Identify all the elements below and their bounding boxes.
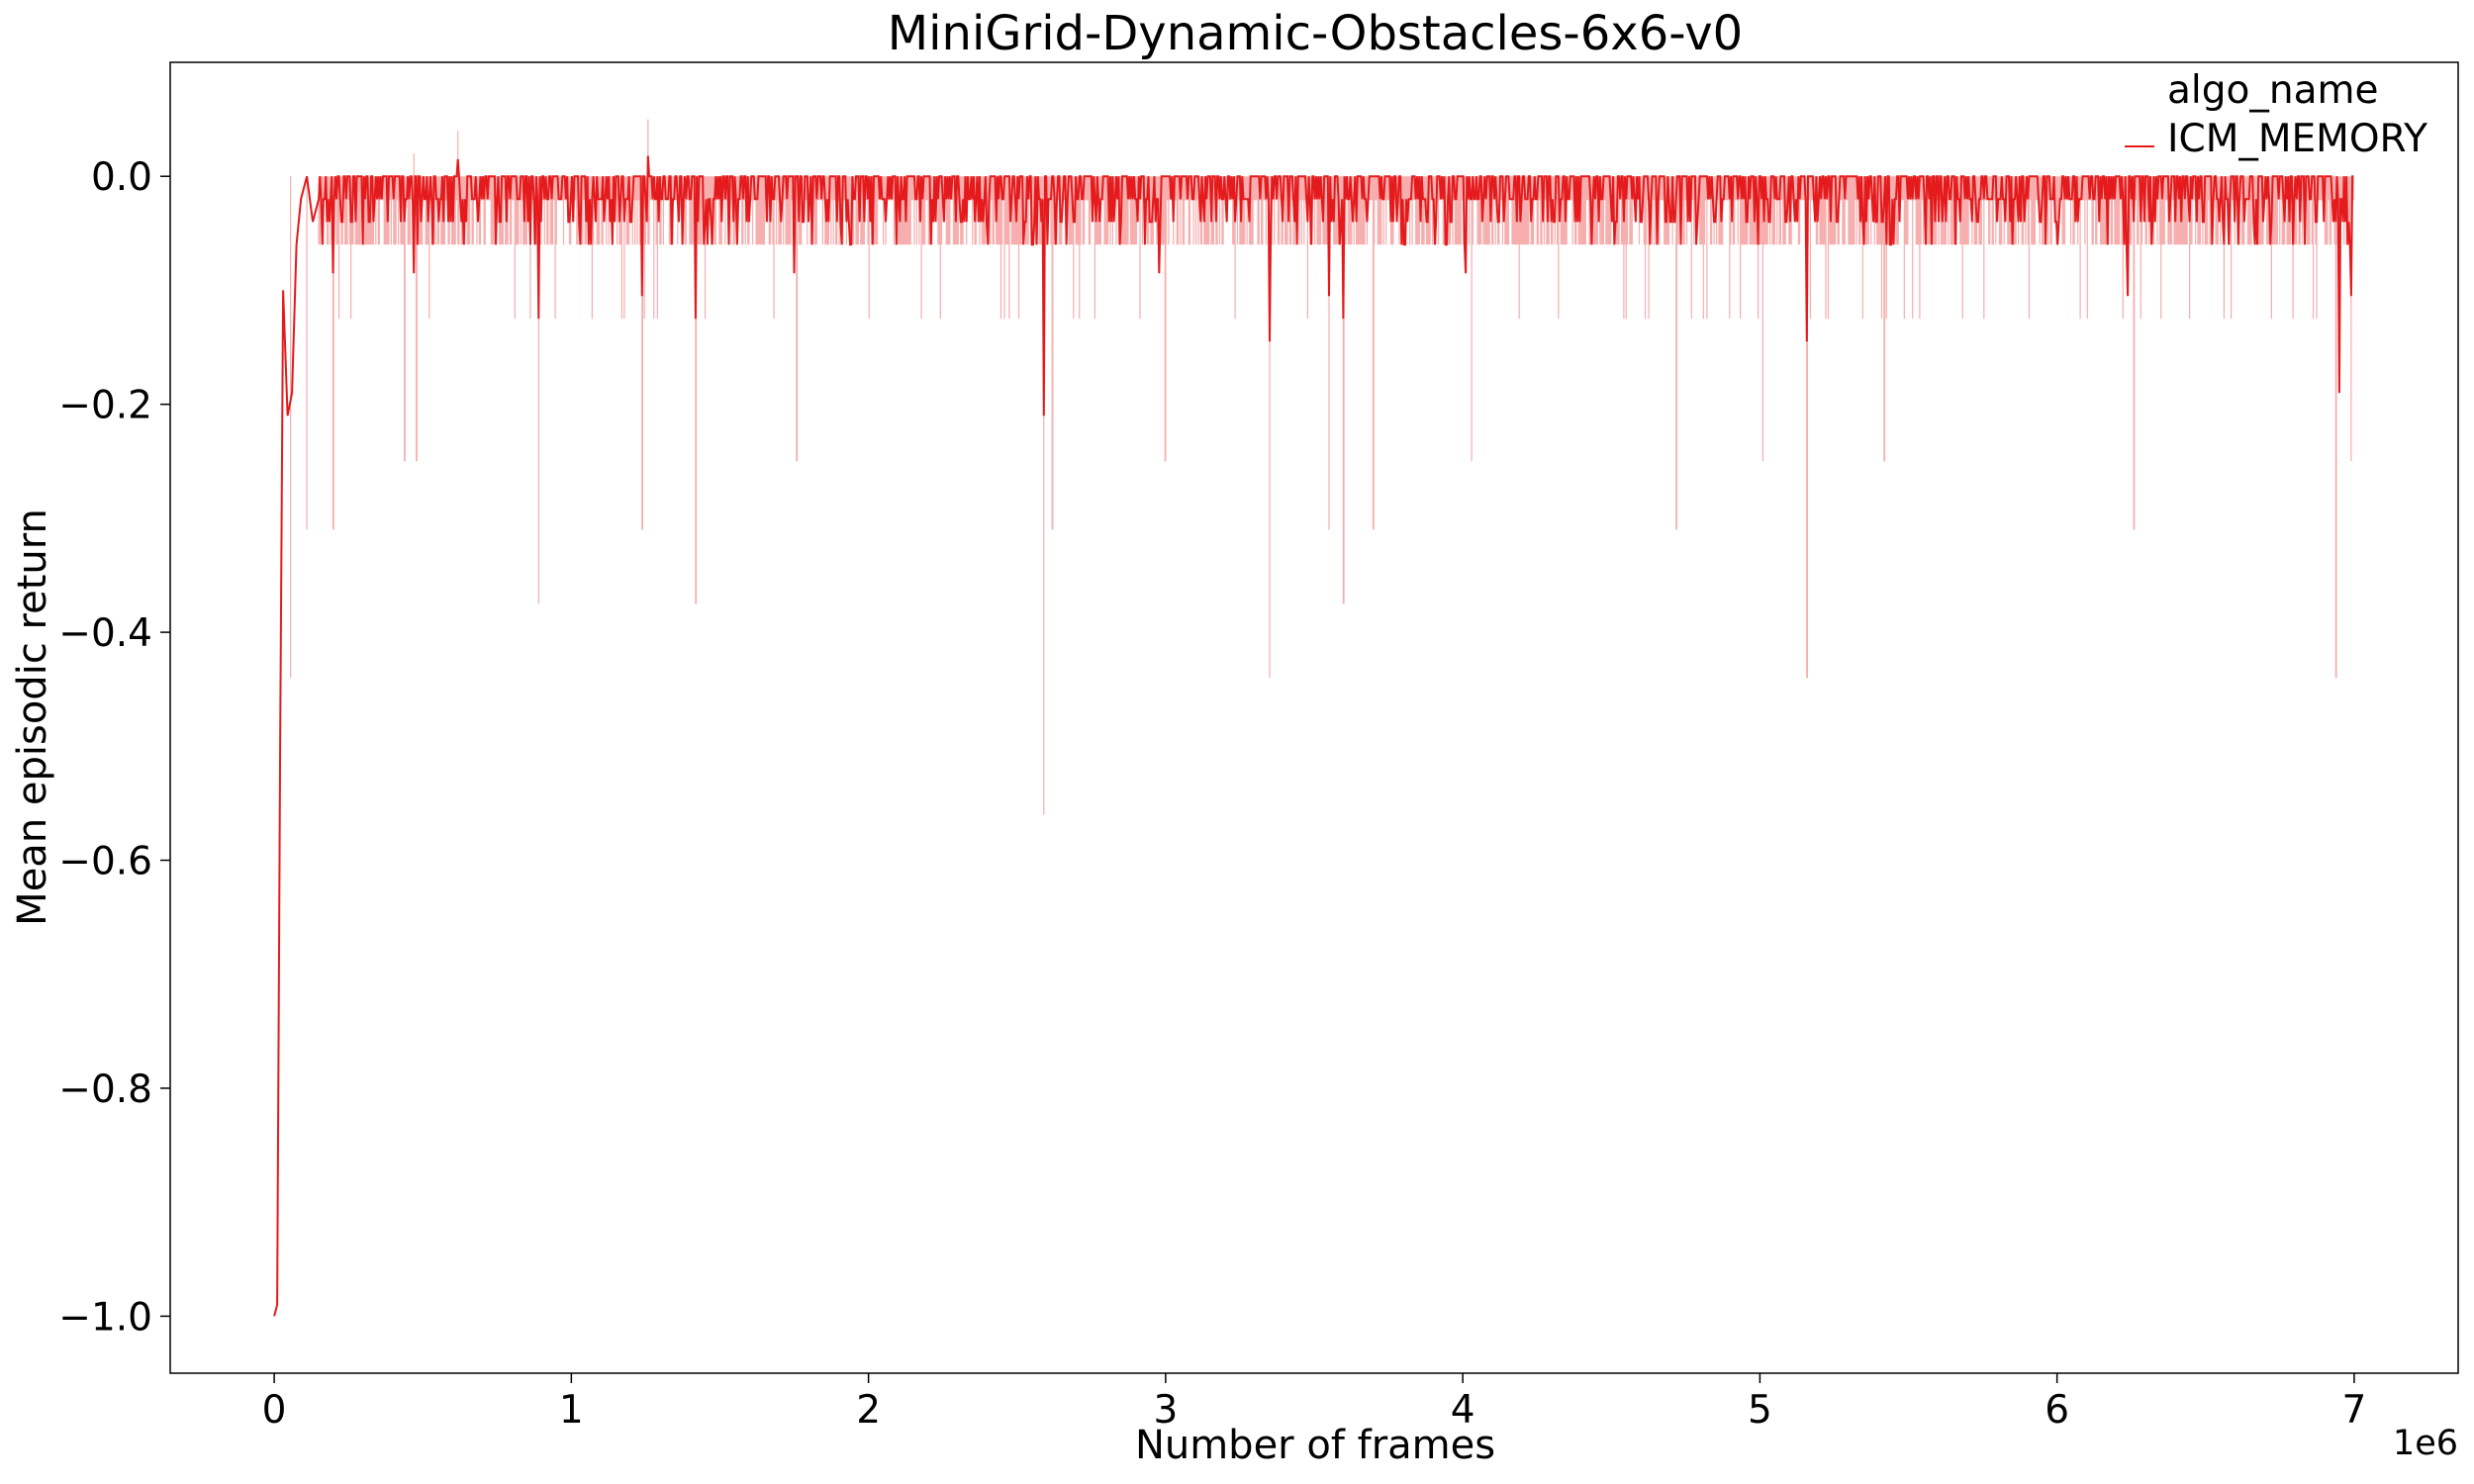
y-tick-label: 0.0 bbox=[91, 155, 152, 200]
legend: algo_name ICM_MEMORY bbox=[2125, 68, 2427, 161]
x-tick-label: 3 bbox=[1153, 1388, 1178, 1433]
y-tick-label: −0.4 bbox=[58, 611, 152, 656]
y-axis: 0.0 −0.2 −0.4 −0.6 −0.8 −1.0 bbox=[58, 155, 170, 1340]
band-path bbox=[290, 119, 2354, 815]
y-axis-label: Mean episodic return bbox=[10, 509, 55, 926]
x-tick-label: 6 bbox=[2045, 1388, 2069, 1433]
y-tick-label: −1.0 bbox=[58, 1295, 152, 1340]
x-tick-label: 7 bbox=[2341, 1388, 2366, 1433]
series-line-icm-memory bbox=[273, 155, 2354, 1317]
y-tick-label: −0.6 bbox=[58, 840, 152, 884]
x-tick-label: 5 bbox=[1748, 1388, 1772, 1433]
x-tick-label: 4 bbox=[1451, 1388, 1475, 1433]
legend-label-icm-memory: ICM_MEMORY bbox=[2167, 117, 2427, 161]
x-axis-label: Number of frames bbox=[1135, 1423, 1495, 1468]
confidence-band bbox=[290, 119, 2354, 815]
x-tick-label: 2 bbox=[856, 1388, 881, 1433]
plot-frame bbox=[169, 61, 2459, 1374]
series-line-group bbox=[273, 155, 2354, 1317]
x-axis-offset-label: 1e6 bbox=[2393, 1424, 2458, 1463]
x-axis: 0 1 2 3 4 5 6 7 bbox=[262, 1373, 2366, 1433]
legend-title: algo_name bbox=[2167, 68, 2378, 113]
y-tick-label: −0.2 bbox=[58, 384, 152, 428]
chart-title: MiniGrid-Dynamic-Obstacles-6x6-v0 bbox=[888, 6, 1743, 61]
plot-area bbox=[169, 61, 2459, 1374]
x-tick-label: 0 bbox=[262, 1388, 287, 1433]
y-tick-label: −0.8 bbox=[58, 1067, 152, 1112]
x-tick-label: 1 bbox=[559, 1388, 584, 1433]
